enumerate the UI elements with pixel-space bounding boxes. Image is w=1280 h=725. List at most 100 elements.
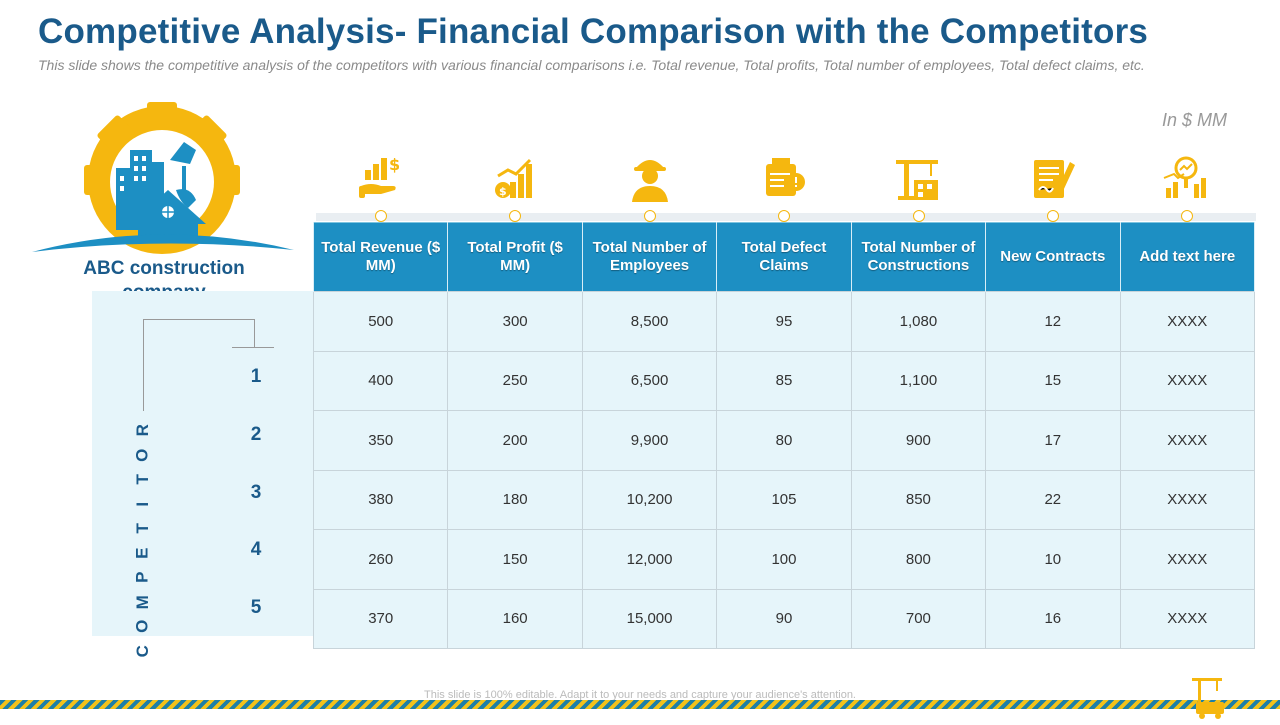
table-cell: 22 (985, 469, 1121, 530)
worker-icon (626, 152, 674, 204)
competitor-letter: T (132, 523, 152, 534)
table-cell: 200 (447, 410, 583, 471)
table-cell: 150 (447, 529, 583, 590)
table-cell: 180 (447, 469, 583, 530)
bracket-line (143, 319, 144, 411)
contract-document-icon (1028, 152, 1076, 204)
table-cell: 6,500 (581, 350, 718, 411)
table-cell: 1,080 (850, 291, 987, 352)
bracket-line (143, 319, 255, 320)
table-row: 370 160 15,000 90 700 16 XXXX (312, 588, 1256, 649)
table-cell: 10,200 (581, 469, 718, 530)
header-constructions: Total Number of Constructions (850, 222, 987, 292)
table-cell: XXXX (1119, 469, 1256, 530)
competitor-letter: P (132, 571, 152, 583)
table-cell: 95 (716, 291, 852, 352)
table-row: 380 180 10,200 105 850 22 XXXX (312, 469, 1256, 530)
table-cell: 850 (850, 469, 987, 530)
table-cell: 400 (312, 350, 449, 411)
bracket-line (254, 319, 255, 347)
table-cell: 17 (985, 410, 1121, 471)
table-cell: 105 (716, 469, 852, 530)
footer-stripe (0, 700, 1280, 709)
table-cell: 1,100 (850, 350, 987, 411)
table-cell: 100 (716, 529, 852, 590)
analytics-magnifier-icon (1162, 152, 1210, 204)
competitor-letter: O (132, 448, 152, 462)
header-total-employees: Total Number of Employees (581, 222, 718, 292)
header-defect-claims: Total Defect Claims (716, 222, 852, 292)
table-cell: XXXX (1119, 529, 1256, 590)
competitor-letter: M (132, 594, 152, 609)
table-cell: 260 (312, 529, 449, 590)
header-add-text: Add text here (1119, 222, 1256, 292)
rail-dot (913, 210, 925, 222)
competitor-number: 1 (250, 366, 262, 387)
table-cell: 16 (985, 588, 1121, 649)
rail-dot (1047, 210, 1059, 222)
rail-dot (1181, 210, 1193, 222)
table-cell: 15 (985, 350, 1121, 411)
svg-text:$: $ (389, 155, 400, 174)
table-header-row: Total Revenue ($ MM) Total Profit ($ MM)… (312, 222, 1256, 292)
svg-text:$: $ (499, 185, 507, 198)
competitor-letter: C (132, 644, 152, 657)
table-cell: 800 (850, 529, 987, 590)
competitor-letter: O (132, 619, 152, 633)
rail-dot (644, 210, 656, 222)
slide-subtitle: This slide shows the competitive analysi… (38, 57, 1145, 73)
table-row: 350 200 9,900 80 900 17 XXXX (312, 410, 1256, 471)
table-cell: XXXX (1119, 588, 1256, 649)
table-cell: XXXX (1119, 291, 1256, 352)
header-total-profit: Total Profit ($ MM) (447, 222, 583, 292)
table-cell: 8,500 (581, 291, 718, 352)
table-row: 400 250 6,500 85 1,100 15 XXXX (312, 350, 1256, 411)
table-cell: 80 (716, 410, 852, 471)
competitor-band (92, 291, 314, 636)
table-cell: 90 (716, 588, 852, 649)
table-cell: 900 (850, 410, 987, 471)
rail-dot (375, 210, 387, 222)
company-logo (30, 100, 298, 260)
table-row: 260 150 12,000 100 800 10 XXXX (312, 529, 1256, 590)
header-new-contracts: New Contracts (985, 222, 1121, 292)
table-cell: 250 (447, 350, 583, 411)
table-cell: 160 (447, 588, 583, 649)
bracket-line (232, 347, 274, 348)
competitor-letter: I (132, 501, 152, 507)
table-cell: 500 (312, 291, 449, 352)
header-total-revenue: Total Revenue ($ MM) (312, 222, 449, 292)
construction-crane-icon (894, 152, 942, 204)
unit-note: In $ MM (1162, 110, 1228, 130)
crane-truck-icon (1188, 676, 1232, 720)
competitor-letter: E (132, 547, 152, 559)
table-cell: XXXX (1119, 350, 1256, 411)
comparison-table: Total Revenue ($ MM) Total Profit ($ MM)… (312, 222, 1256, 649)
competitor-number: 2 (250, 424, 262, 445)
table-cell: 12,000 (581, 529, 718, 590)
competitor-number: 4 (250, 539, 262, 560)
footer-note: This slide is 100% editable. Adapt it to… (424, 689, 856, 701)
table-row: 500 300 8,500 95 1,080 12 XXXX (312, 291, 1256, 352)
competitor-number: 5 (250, 597, 262, 618)
rail-dot (509, 210, 521, 222)
rail-dot (778, 210, 790, 222)
table-cell: 10 (985, 529, 1121, 590)
table-cell: 9,900 (581, 410, 718, 471)
table-cell: 300 (447, 291, 583, 352)
profit-chart-icon: $ (492, 152, 540, 204)
table-cell: 350 (312, 410, 449, 471)
table-cell: 370 (312, 588, 449, 649)
defect-claims-icon (760, 152, 808, 204)
slide-title: Competitive Analysis- Financial Comparis… (38, 12, 1149, 51)
table-cell: 12 (985, 291, 1121, 352)
table-cell: 700 (850, 588, 987, 649)
competitor-letter: T (132, 474, 152, 485)
money-hand-icon: $ (357, 152, 405, 204)
table-cell: 15,000 (581, 588, 718, 649)
competitor-number: 3 (250, 482, 262, 503)
table-cell: 380 (312, 469, 449, 530)
table-cell: 85 (716, 350, 852, 411)
table-cell: XXXX (1119, 410, 1256, 471)
